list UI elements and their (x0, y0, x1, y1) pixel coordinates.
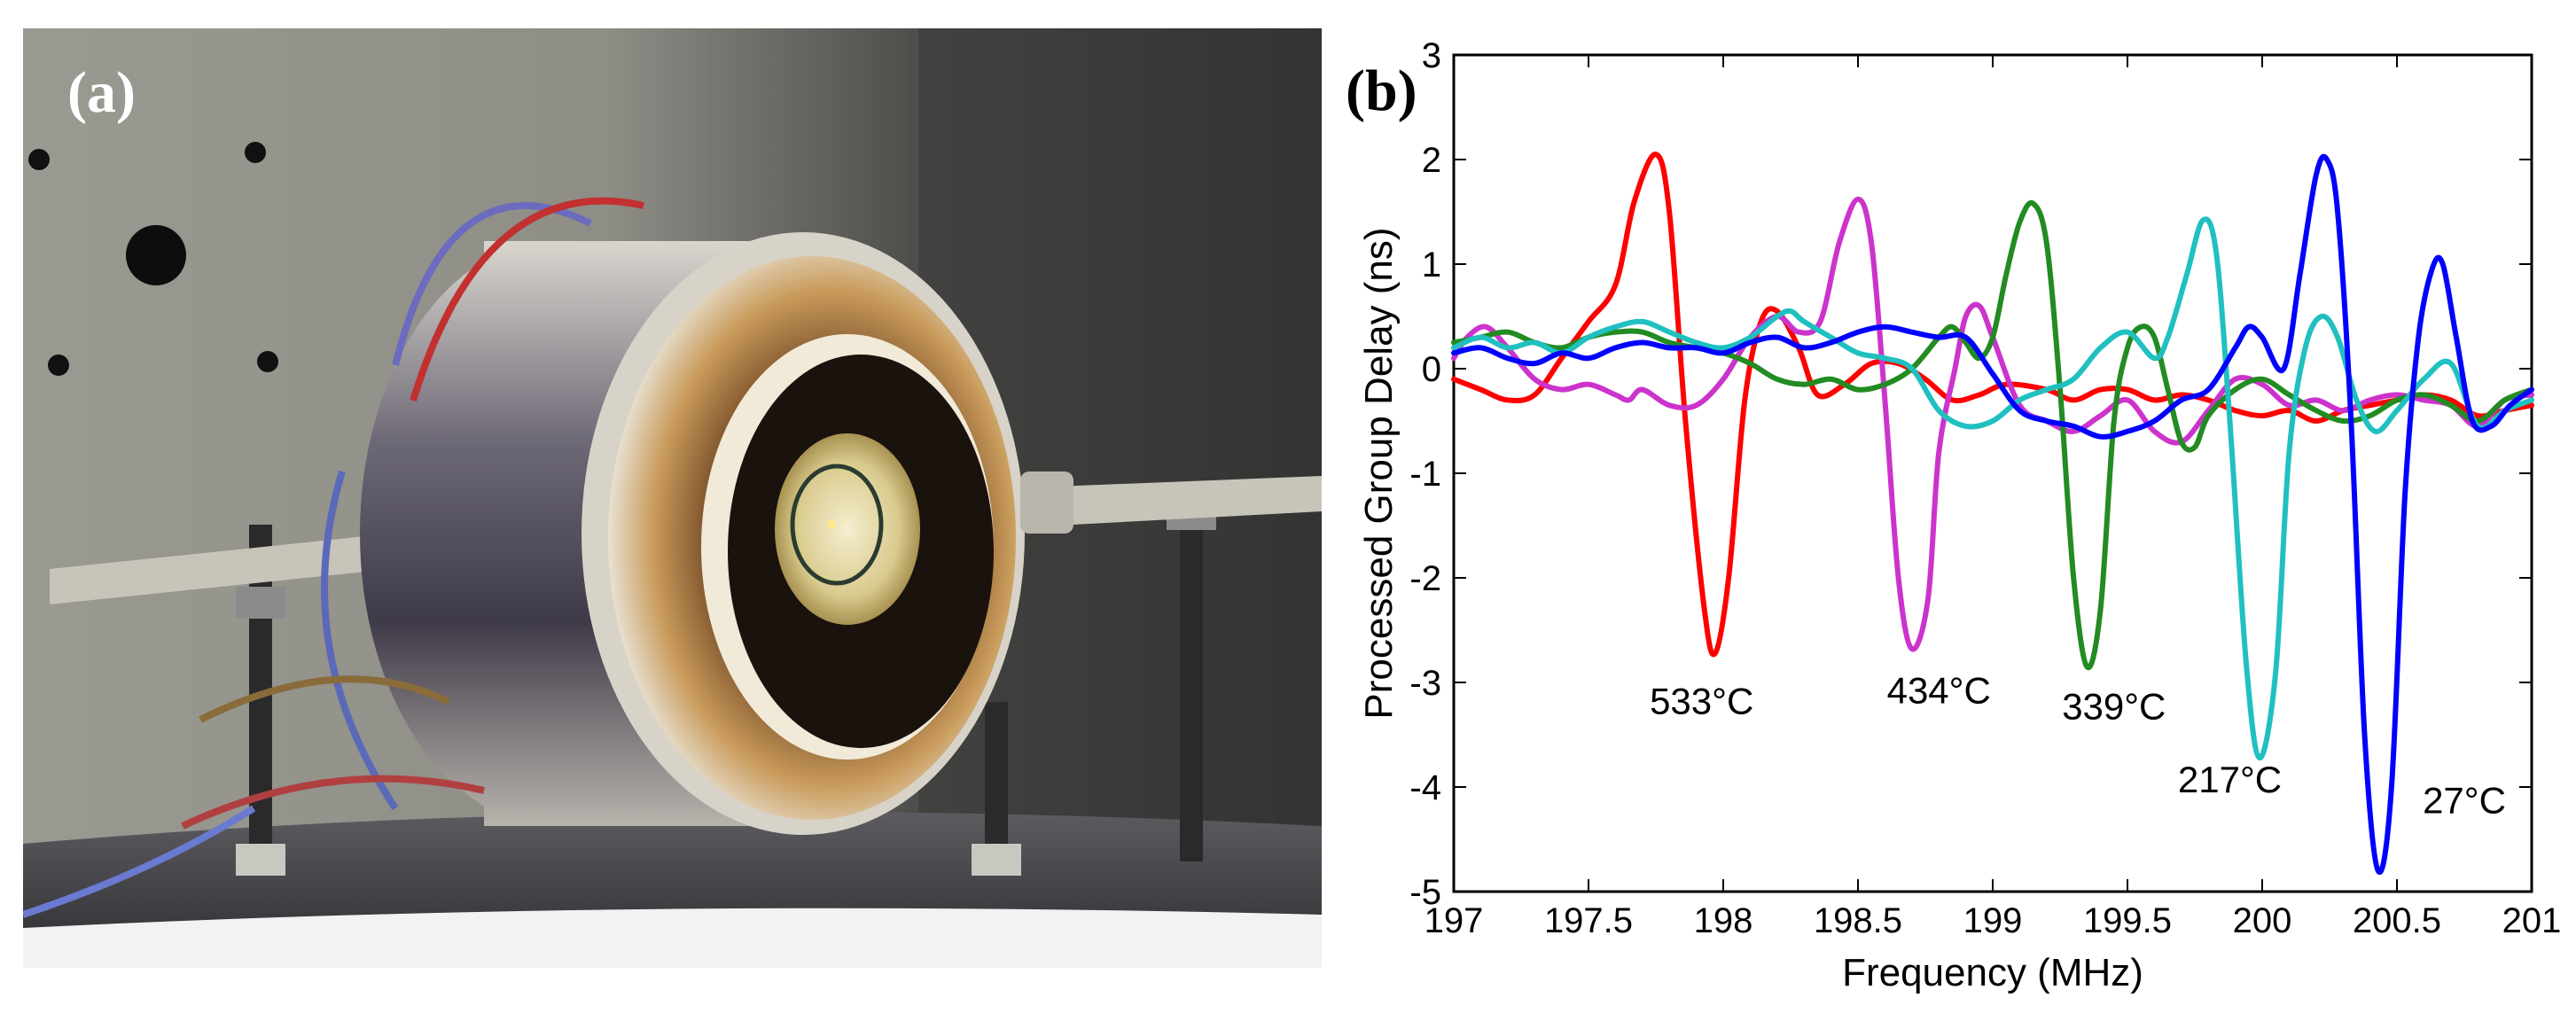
plot-frame (1452, 53, 2533, 893)
temperature-annotation: 533°C (1650, 680, 1753, 721)
panel-b-label: (b) (1346, 58, 1417, 123)
series-line-27c (1451, 153, 2534, 876)
temperature-annotation: 27°C (2423, 780, 2506, 822)
panel-a-label: (a) (67, 60, 136, 125)
y-tick-label: -1 (1409, 455, 1441, 494)
chart-panel: 197 197.5 198 198.5 199 199.5 200 200.5 201 3 2 1 0 -… (1330, 0, 2576, 1021)
y-tick-label: -2 (1409, 559, 1441, 598)
y-axis-label: Processed Group Delay (ns) (1357, 227, 1401, 719)
temperature-annotation: 434°C (1887, 670, 1991, 712)
y-tick-label: 3 (1422, 36, 1441, 75)
temperature-annotation: 339°C (2062, 685, 2166, 727)
x-tick-label: 201 (2502, 901, 2562, 940)
x-tick-label: 198 (1694, 901, 1753, 940)
series-line-533c (1451, 152, 2534, 658)
y-tick-label: 2 (1422, 141, 1441, 180)
x-tick-label: 197 (1425, 901, 1484, 940)
group-delay-chart: 197 197.5 198 198.5 199 199.5 200 200.5 201 3 2 1 0 -… (1357, 36, 2561, 994)
y-tick-label: -5 (1409, 873, 1441, 912)
x-axis-label: Frequency (MHz) (1842, 951, 2143, 994)
annotations-group: 533°C 434°C 339°C 217°C 27°C (1650, 670, 2506, 822)
series-line-217c (1451, 216, 2534, 761)
y-tick-label: 1 (1422, 246, 1441, 284)
x-tick-label: 200.5 (2353, 901, 2441, 940)
sensor-test-rig-photo (23, 28, 1322, 968)
x-tick-label: 199.5 (2083, 901, 2172, 940)
y-tick-label: -3 (1409, 664, 1441, 703)
x-tick-label: 199 (1963, 901, 2023, 940)
y-tick-label: -4 (1409, 768, 1441, 807)
y-tick-label: 0 (1422, 350, 1441, 389)
x-tick-label: 198.5 (1814, 901, 1902, 940)
series-group (1451, 152, 2534, 876)
x-tick-label: 200 (2233, 901, 2292, 940)
axis-ticks: 197 197.5 198 198.5 199 199.5 200 200.5 201 3 2 1 0 -… (1409, 36, 2561, 940)
temperature-annotation: 217°C (2178, 759, 2282, 800)
photo-panel (23, 28, 1322, 968)
x-tick-label: 197.5 (1544, 901, 1633, 940)
